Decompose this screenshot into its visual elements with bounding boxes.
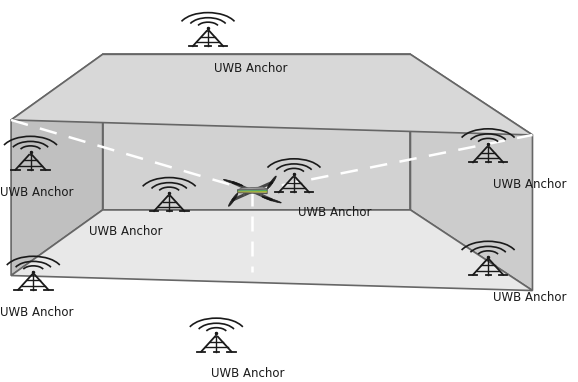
Ellipse shape xyxy=(228,193,238,206)
Ellipse shape xyxy=(262,197,281,203)
Ellipse shape xyxy=(224,180,243,186)
Text: UWB Anchor: UWB Anchor xyxy=(0,306,73,319)
Text: UWB Anchor: UWB Anchor xyxy=(492,178,566,191)
Polygon shape xyxy=(410,54,532,291)
Text: UWB Anchor: UWB Anchor xyxy=(213,62,287,75)
Polygon shape xyxy=(11,210,532,291)
Polygon shape xyxy=(238,191,267,193)
Text: UWB Anchor: UWB Anchor xyxy=(0,186,73,199)
Text: UWB Anchor: UWB Anchor xyxy=(298,206,372,219)
Text: UWB Anchor: UWB Anchor xyxy=(211,367,284,380)
Polygon shape xyxy=(238,189,267,194)
Polygon shape xyxy=(11,54,532,135)
Polygon shape xyxy=(238,190,267,191)
Ellipse shape xyxy=(267,176,276,189)
Polygon shape xyxy=(11,54,103,275)
Text: UWB Anchor: UWB Anchor xyxy=(89,225,162,238)
Polygon shape xyxy=(238,187,267,190)
Polygon shape xyxy=(103,54,410,210)
Text: UWB Anchor: UWB Anchor xyxy=(492,291,566,304)
